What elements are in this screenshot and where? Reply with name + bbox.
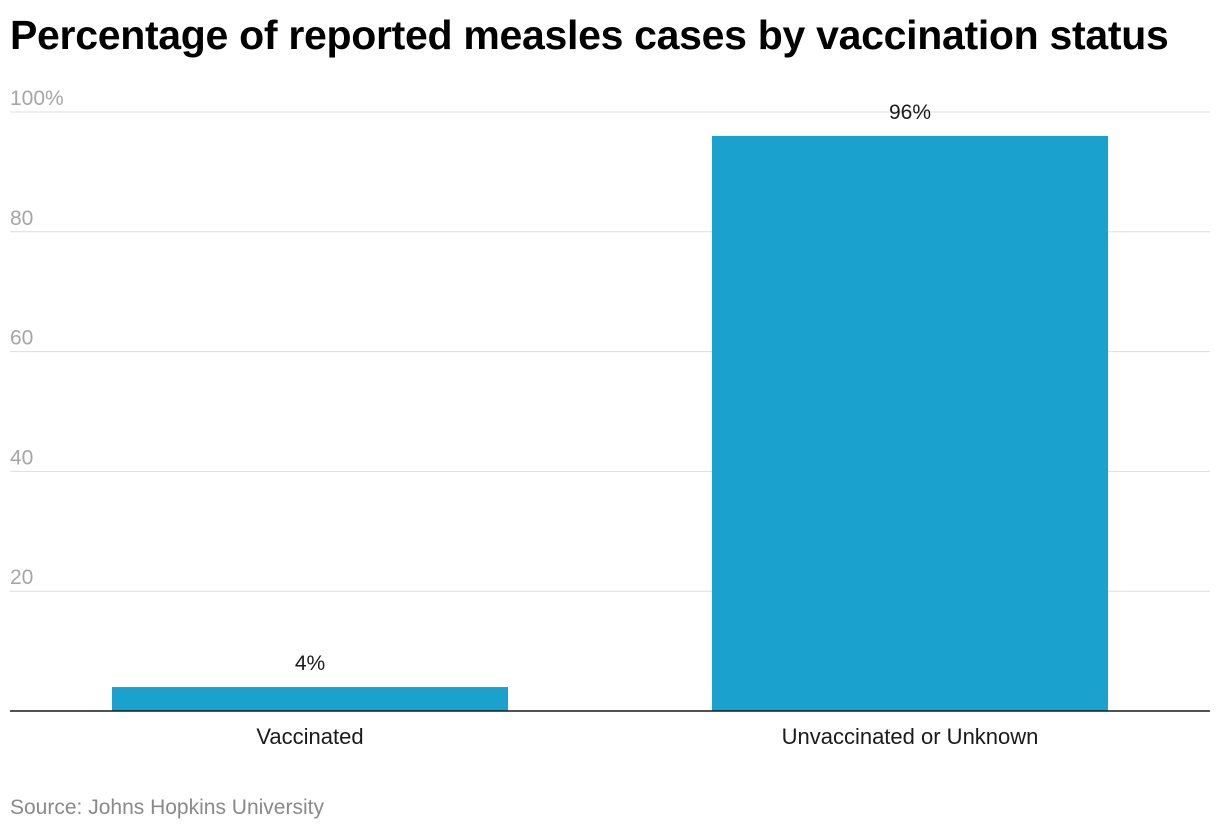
data-label: 4% [295, 652, 325, 675]
bar-chart: 20 40 60 80 100% 4% Vaccinated 96% Unvaccinated … [10, 87, 1210, 749]
bar [712, 135, 1108, 711]
data-label: 96% [889, 101, 931, 124]
y-tick-label: 60 [10, 327, 33, 350]
y-tick-label: 80 [10, 207, 33, 230]
x-tick-label: Unvaccinated or Unknown [782, 724, 1039, 749]
y-tick-label: 40 [10, 446, 33, 469]
y-tick-label: 100% [10, 87, 64, 110]
source-note: Source: Johns Hopkins University [10, 796, 324, 819]
x-tick-label: Vaccinated [256, 724, 363, 749]
bars [112, 135, 1108, 711]
y-tick-label: 20 [10, 566, 33, 589]
bar [112, 687, 508, 711]
labels: 20 40 60 80 100% 4% Vaccinated 96% Unvaccinated … [10, 87, 1038, 749]
chart-title: Percentage of reported measles cases by … [10, 12, 1169, 58]
